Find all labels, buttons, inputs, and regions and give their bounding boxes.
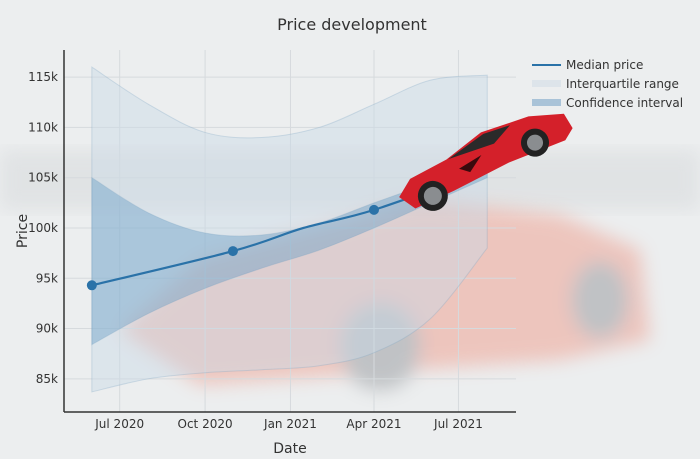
y-tick-label: 85k [36, 372, 58, 386]
x-tick-labels: Jul 2020 Oct 2020 Jan 2021 Apr 2021 Jul 2021 [94, 417, 483, 431]
bands [91, 66, 488, 393]
y-tick-label: 105k [28, 171, 58, 185]
median-price-marker[interactable] [86, 280, 97, 291]
y-tick-label: 100k [28, 221, 58, 235]
legend: Median price Interquartile range Confide… [532, 58, 683, 110]
y-tick-label: 95k [36, 271, 58, 285]
legend-label: Confidence interval [566, 96, 683, 110]
legend-label: Interquartile range [566, 77, 679, 91]
median-price-marker[interactable] [368, 204, 379, 215]
legend-fill-swatch [532, 80, 561, 87]
x-tick-label: Jul 2020 [94, 417, 144, 431]
y-tick-labels: 85k 90k 95k 100k 105k 110k 115k [28, 70, 58, 386]
y-tick-label: 110k [28, 120, 58, 134]
y-tick-label: 115k [28, 70, 58, 84]
y-tick-label: 90k [36, 322, 58, 336]
legend-item-confidence-interval[interactable]: Confidence interval [532, 96, 683, 110]
chart-title: Price development [277, 15, 427, 34]
interquartile-range-band [91, 66, 488, 393]
x-tick-label: Apr 2021 [346, 417, 401, 431]
x-tick-label: Oct 2020 [178, 417, 233, 431]
median-price-marker[interactable] [227, 246, 238, 257]
confidence-interval-band [91, 161, 488, 346]
legend-item-median-price[interactable]: Median price [532, 58, 643, 72]
legend-fill-swatch [532, 99, 561, 106]
legend-label: Median price [566, 58, 643, 72]
car-image [399, 113, 573, 211]
x-tick-label: Jan 2021 [263, 417, 317, 431]
x-tick-label: Jul 2021 [433, 417, 483, 431]
y-axis-title: Price [15, 214, 31, 248]
x-axis-title: Date [273, 441, 306, 457]
legend-item-interquartile-range[interactable]: Interquartile range [532, 77, 679, 91]
